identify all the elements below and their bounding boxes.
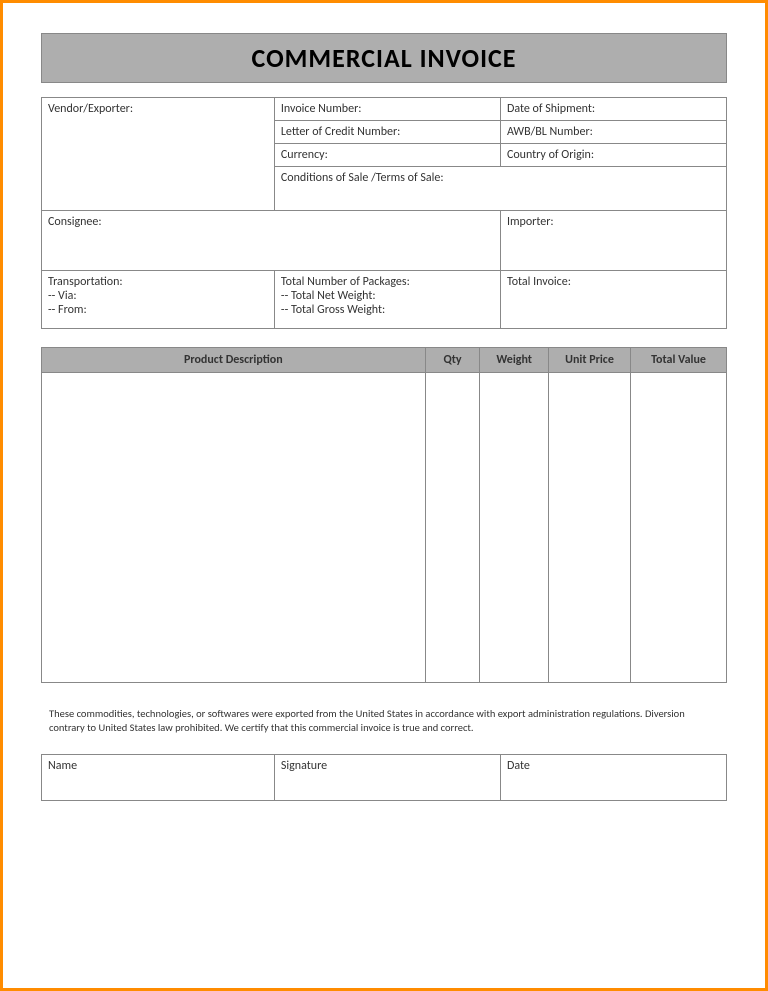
total-invoice-cell: Total Invoice: bbox=[500, 271, 726, 329]
cell-total-value bbox=[631, 373, 727, 683]
via-label: -- Via: bbox=[48, 289, 268, 303]
col-total-value: Total Value bbox=[631, 348, 727, 373]
col-qty: Qty bbox=[425, 348, 480, 373]
invoice-number-label: Invoice Number: bbox=[281, 102, 362, 116]
conditions-sale-cell: Conditions of Sale /Terms of Sale: bbox=[274, 167, 726, 211]
col-unit-price: Unit Price bbox=[548, 348, 630, 373]
currency-cell: Currency: bbox=[274, 144, 500, 167]
conditions-sale-label: Conditions of Sale /Terms of Sale: bbox=[281, 171, 444, 185]
date-shipment-label: Date of Shipment: bbox=[507, 102, 595, 116]
invoice-title-box: COMMERCIAL INVOICE bbox=[41, 33, 727, 83]
importer-cell: Importer: bbox=[500, 211, 726, 271]
product-table: Product Description Qty Weight Unit Pric… bbox=[41, 347, 727, 683]
vendor-exporter-label: Vendor/Exporter: bbox=[48, 102, 133, 116]
signature-date-label: Date bbox=[507, 759, 530, 773]
currency-label: Currency: bbox=[281, 148, 328, 162]
gross-weight-label: -- Total Gross Weight: bbox=[281, 303, 494, 317]
invoice-title: COMMERCIAL INVOICE bbox=[42, 42, 726, 74]
signature-sig-label: Signature bbox=[281, 759, 327, 773]
cell-weight bbox=[480, 373, 549, 683]
net-weight-label: -- Total Net Weight: bbox=[281, 289, 494, 303]
total-invoice-label: Total Invoice: bbox=[507, 275, 571, 289]
cell-description bbox=[42, 373, 426, 683]
signature-name-label: Name bbox=[48, 759, 77, 773]
col-weight: Weight bbox=[480, 348, 549, 373]
signature-date-cell: Date bbox=[500, 755, 726, 801]
product-row-empty bbox=[42, 373, 727, 683]
vendor-exporter-cell: Vendor/Exporter: bbox=[42, 98, 275, 211]
disclaimer-text: These commodities, technologies, or soft… bbox=[41, 701, 727, 740]
importer-label: Importer: bbox=[507, 215, 554, 229]
total-packages-label: Total Number of Packages: bbox=[281, 275, 494, 289]
from-label: -- From: bbox=[48, 303, 268, 317]
consignee-label: Consignee: bbox=[48, 215, 102, 229]
cell-qty bbox=[425, 373, 480, 683]
country-origin-label: Country of Origin: bbox=[507, 148, 594, 162]
letter-credit-label: Letter of Credit Number: bbox=[281, 125, 401, 139]
transportation-label: Transportation: bbox=[48, 275, 268, 289]
date-shipment-cell: Date of Shipment: bbox=[500, 98, 726, 121]
transportation-cell: Transportation: -- Via: -- From: bbox=[42, 271, 275, 329]
signature-sig-cell: Signature bbox=[274, 755, 500, 801]
signature-name-cell: Name bbox=[42, 755, 275, 801]
letter-credit-cell: Letter of Credit Number: bbox=[274, 121, 500, 144]
awb-bl-cell: AWB/BL Number: bbox=[500, 121, 726, 144]
country-origin-cell: Country of Origin: bbox=[500, 144, 726, 167]
invoice-number-cell: Invoice Number: bbox=[274, 98, 500, 121]
consignee-cell: Consignee: bbox=[42, 211, 501, 271]
packages-cell: Total Number of Packages: -- Total Net W… bbox=[274, 271, 500, 329]
col-description: Product Description bbox=[42, 348, 426, 373]
awb-bl-label: AWB/BL Number: bbox=[507, 125, 593, 139]
header-info-table: Vendor/Exporter: Invoice Number: Date of… bbox=[41, 97, 727, 329]
cell-unit-price bbox=[548, 373, 630, 683]
signature-table: Name Signature Date bbox=[41, 754, 727, 801]
